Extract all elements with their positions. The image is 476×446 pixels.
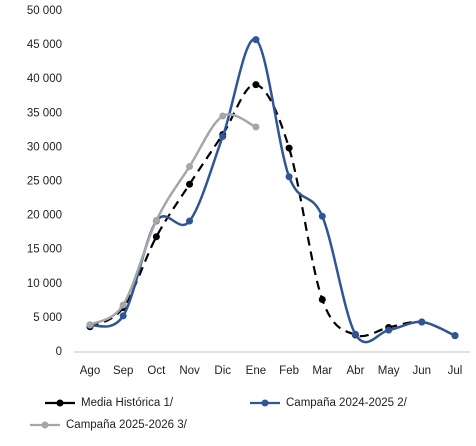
point xyxy=(152,216,160,224)
x-tick-label: Jun xyxy=(413,365,432,377)
point xyxy=(318,295,326,303)
y-tick-label: 5 000 xyxy=(33,312,62,324)
x-tick-label: May xyxy=(378,365,400,377)
point xyxy=(285,144,293,152)
x-tick-label: Mar xyxy=(312,365,332,377)
legend-marker xyxy=(261,399,269,407)
point xyxy=(318,212,326,220)
point xyxy=(385,326,393,334)
point xyxy=(186,217,194,225)
legend-label: Campaña 2024-2025 2/ xyxy=(286,397,408,409)
series-line xyxy=(89,83,456,338)
point xyxy=(252,123,260,131)
y-tick-label: 30 000 xyxy=(27,141,62,153)
point xyxy=(119,301,127,309)
y-tick-label: 10 000 xyxy=(27,278,62,290)
point xyxy=(219,112,227,120)
point xyxy=(351,330,359,338)
y-tick-label: 15 000 xyxy=(27,244,62,256)
point xyxy=(152,233,160,241)
x-tick-label: Nov xyxy=(179,365,200,377)
x-tick-label: Oct xyxy=(147,365,166,377)
point xyxy=(285,173,293,181)
point xyxy=(252,81,260,89)
x-tick-label: Ene xyxy=(246,365,266,377)
legend-label: Campaña 2025-2026 3/ xyxy=(66,419,188,431)
y-tick-label: 0 xyxy=(56,346,62,358)
point xyxy=(186,180,194,188)
y-tick-label: 50 000 xyxy=(27,5,62,17)
point xyxy=(186,162,194,170)
y-tick-label: 40 000 xyxy=(27,73,62,85)
y-tick-label: 45 000 xyxy=(27,39,62,51)
x-tick-label: Abr xyxy=(347,365,365,377)
series-line xyxy=(89,38,456,344)
point xyxy=(418,318,426,326)
legend-label: Media Histórica 1/ xyxy=(81,397,174,409)
legend-marker xyxy=(56,399,64,407)
point xyxy=(86,321,94,329)
y-tick-label: 20 000 xyxy=(27,210,62,222)
x-tick-label: Ago xyxy=(80,365,100,377)
point xyxy=(451,332,459,340)
y-tick-label: 35 000 xyxy=(27,107,62,119)
x-tick-label: Jul xyxy=(448,365,463,377)
y-tick-label: 25 000 xyxy=(27,176,62,188)
point xyxy=(219,132,227,140)
point xyxy=(119,312,127,320)
x-tick-label: Sep xyxy=(113,365,133,377)
point xyxy=(252,36,260,44)
legend-marker xyxy=(41,421,49,429)
x-tick-label: Dic xyxy=(214,365,231,377)
x-tick-label: Feb xyxy=(279,365,299,377)
